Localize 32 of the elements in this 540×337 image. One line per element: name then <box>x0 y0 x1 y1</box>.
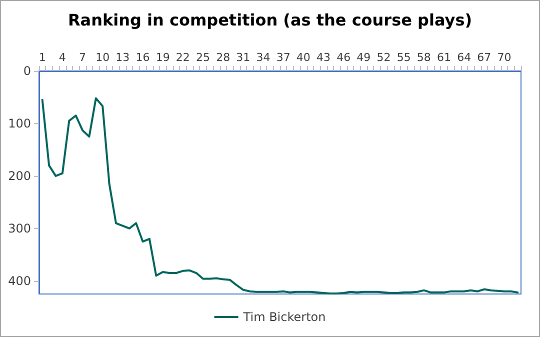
x-tick-label: 19 <box>156 51 170 64</box>
x-tick-label: 10 <box>96 51 110 64</box>
x-tick-label: 7 <box>79 51 86 64</box>
y-tick-label: 200 <box>8 168 31 183</box>
x-tick-label: 13 <box>116 51 130 64</box>
chart-title: Ranking in competition (as the course plays) <box>68 10 472 30</box>
x-tick-label: 67 <box>477 51 492 64</box>
x-tick-label: 70 <box>497 51 512 64</box>
x-tick-label: 55 <box>396 51 411 64</box>
y-tick-label: 0 <box>23 64 31 78</box>
x-tick-label: 25 <box>196 51 210 64</box>
x-tick-label: 1 <box>38 51 46 64</box>
x-tick-label: 40 <box>296 51 310 64</box>
x-tick-label: 58 <box>416 51 431 64</box>
y-tick-label: 400 <box>8 274 31 288</box>
legend-label: Tim Bickerton <box>242 310 326 324</box>
x-tick-label: 64 <box>457 51 472 64</box>
x-tick-label: 16 <box>136 51 150 64</box>
y-tick-label: 300 <box>8 221 31 236</box>
y-tick-label: 100 <box>8 116 31 130</box>
x-tick-label: 52 <box>376 51 391 64</box>
x-tick-label: 34 <box>256 51 270 64</box>
x-tick-label: 49 <box>356 51 371 64</box>
x-tick-label: 22 <box>176 51 190 64</box>
x-tick-label: 31 <box>236 51 250 64</box>
x-tick-label: 37 <box>276 51 290 64</box>
x-tick-label: 43 <box>316 51 331 64</box>
x-tick-label: 61 <box>437 51 452 64</box>
x-tick-label: 28 <box>216 51 230 64</box>
x-tick-label: 4 <box>58 51 66 64</box>
x-tick-label: 46 <box>336 51 351 64</box>
line-series <box>41 97 519 294</box>
